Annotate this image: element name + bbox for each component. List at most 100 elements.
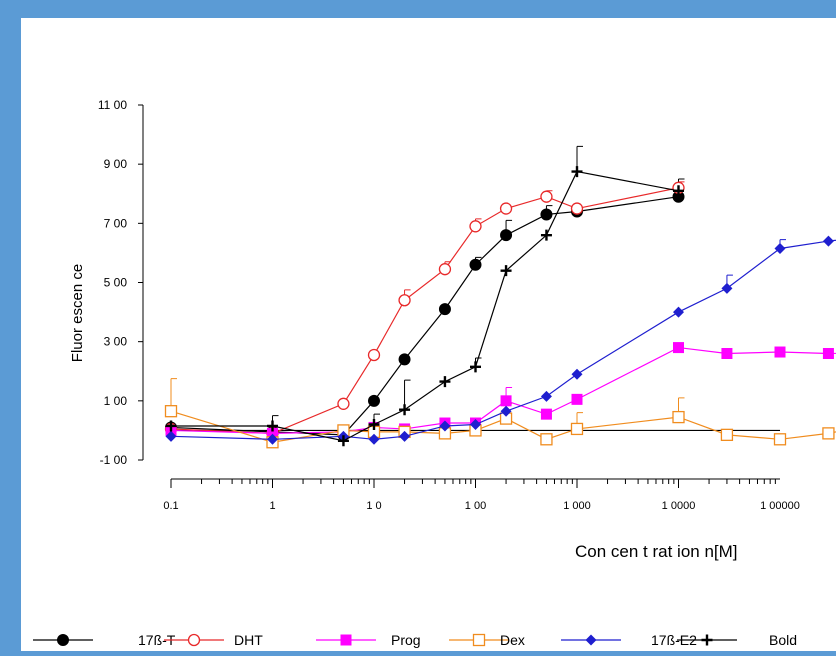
marker-shape bbox=[673, 307, 684, 318]
marker-shape bbox=[369, 395, 380, 406]
x-tick-label: 1 0000 bbox=[662, 500, 696, 512]
error-bars bbox=[171, 146, 836, 429]
data-point-prog bbox=[541, 409, 552, 420]
marker-shape bbox=[470, 361, 481, 372]
marker-shape bbox=[823, 236, 834, 247]
data-point-dex bbox=[166, 406, 177, 417]
data-point-dex bbox=[541, 434, 552, 445]
marker-shape bbox=[474, 635, 485, 646]
data-point-17-e2 bbox=[541, 391, 552, 402]
marker-shape bbox=[541, 191, 552, 202]
data-point-17-e2 bbox=[673, 307, 684, 318]
data-point-17-t bbox=[541, 209, 552, 220]
marker-shape bbox=[439, 264, 450, 275]
y-tick-label: -1 00 bbox=[100, 453, 128, 467]
data-point-dex bbox=[775, 434, 786, 445]
data-point-prog bbox=[572, 394, 583, 405]
data-point-prog bbox=[501, 395, 512, 406]
data-point-prog bbox=[673, 342, 684, 353]
data-point-bold bbox=[439, 376, 450, 387]
data-point-bold bbox=[470, 361, 481, 372]
marker-shape bbox=[702, 635, 713, 646]
x-tick-label: 1 000 bbox=[563, 500, 591, 512]
marker-shape bbox=[58, 635, 69, 646]
marker-shape bbox=[775, 347, 786, 358]
data-point-17-e2 bbox=[823, 236, 834, 247]
marker-shape bbox=[501, 395, 512, 406]
marker-shape bbox=[541, 391, 552, 402]
marker-shape bbox=[721, 429, 732, 440]
data-point-bold bbox=[399, 404, 410, 415]
data-point-17-t bbox=[399, 354, 410, 365]
marker-shape bbox=[775, 243, 786, 254]
data-point-dex bbox=[721, 429, 732, 440]
marker-shape bbox=[572, 166, 583, 177]
y-tick-label: 5 00 bbox=[104, 276, 128, 290]
marker-shape bbox=[501, 203, 512, 214]
marker-shape bbox=[721, 348, 732, 359]
data-point-dex bbox=[673, 412, 684, 423]
data-point-17-t bbox=[439, 304, 450, 315]
marker-shape bbox=[775, 434, 786, 445]
marker-shape bbox=[823, 348, 834, 359]
data-point-dht bbox=[572, 203, 583, 214]
legend-marker bbox=[474, 635, 485, 646]
y-tick-label: 11 00 bbox=[98, 98, 127, 112]
legend-label: Prog bbox=[391, 632, 421, 648]
x-tick-label: 1 00000 bbox=[760, 500, 800, 512]
data-point-17-e2 bbox=[721, 283, 732, 294]
legend-marker bbox=[702, 635, 713, 646]
legend-label: Bold bbox=[769, 632, 797, 648]
marker-shape bbox=[572, 423, 583, 434]
marker-shape bbox=[541, 434, 552, 445]
legend-marker bbox=[586, 635, 597, 646]
marker-shape bbox=[399, 354, 410, 365]
data-point-dht bbox=[338, 398, 349, 409]
marker-shape bbox=[189, 635, 200, 646]
data-point-dht bbox=[369, 349, 380, 360]
x-tick-label: 1 0 bbox=[366, 500, 381, 512]
marker-shape bbox=[439, 304, 450, 315]
series-line-17-t bbox=[171, 197, 679, 435]
data-point-bold bbox=[572, 166, 583, 177]
legend-item-prog: Prog bbox=[316, 632, 421, 648]
series-line-dht bbox=[171, 188, 679, 434]
marker-shape bbox=[470, 259, 481, 270]
marker-shape bbox=[673, 342, 684, 353]
marker-shape bbox=[166, 406, 177, 417]
marker-shape bbox=[541, 409, 552, 420]
data-point-dht bbox=[501, 203, 512, 214]
marker-shape bbox=[673, 412, 684, 423]
legend-label: Dex bbox=[500, 632, 525, 648]
data-point-dht bbox=[399, 295, 410, 306]
legend-marker bbox=[189, 635, 200, 646]
y-axis-label: Fluor escen ce bbox=[69, 264, 86, 362]
marker-shape bbox=[338, 398, 349, 409]
marker-shape bbox=[586, 635, 597, 646]
legend-marker bbox=[341, 635, 352, 646]
x-tick-label: 1 bbox=[269, 500, 275, 512]
legend-item-dht: DHT bbox=[164, 632, 263, 648]
marker-shape bbox=[823, 428, 834, 439]
legend-label: DHT bbox=[234, 632, 263, 648]
series-line-bold bbox=[171, 172, 679, 441]
marker-shape bbox=[369, 349, 380, 360]
marker-shape bbox=[439, 376, 450, 387]
legend-item-17-e2: 17ß-E2 bbox=[561, 632, 697, 648]
data-point-prog bbox=[721, 348, 732, 359]
data-point-prog bbox=[823, 348, 834, 359]
x-tick-label: 1 00 bbox=[465, 500, 486, 512]
data-point-dht bbox=[439, 264, 450, 275]
data-point-17-t bbox=[501, 230, 512, 241]
legend-item-dex: Dex bbox=[449, 632, 525, 648]
data-point-dht bbox=[470, 221, 481, 232]
data-point-17-e2 bbox=[775, 243, 786, 254]
y-tick-label: 9 00 bbox=[104, 157, 128, 171]
data-point-dex bbox=[823, 428, 834, 439]
marker-shape bbox=[341, 635, 352, 646]
x-tick-label: 0.1 bbox=[163, 500, 178, 512]
data-point-17-t bbox=[369, 395, 380, 406]
